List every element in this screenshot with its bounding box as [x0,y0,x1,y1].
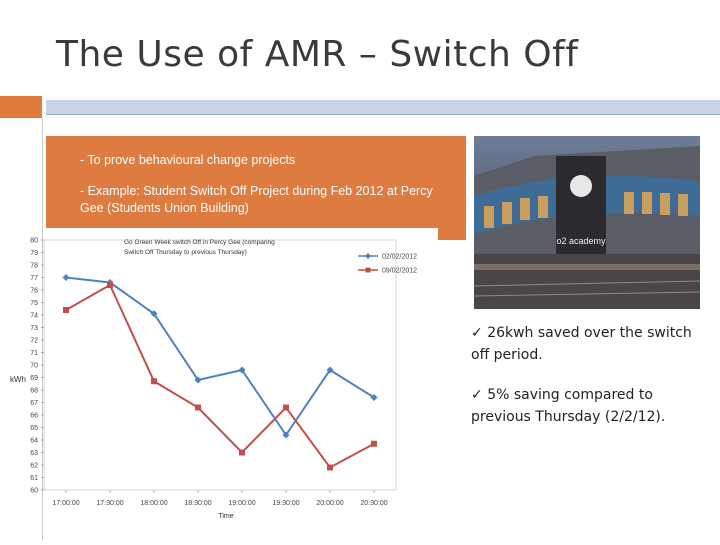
legend-marker [365,253,371,259]
y-tick-label: 79 [30,250,38,257]
plot-area [43,239,397,491]
data-point [282,431,290,439]
orange-accent-block [0,96,42,118]
data-point [107,282,113,288]
y-tick-label: 65 [30,425,38,432]
result-item: ✓ 5% saving compared to previous Thursda… [471,384,711,428]
x-axis-label: Time [218,513,233,520]
accent-underline [46,114,720,115]
x-tick-label: 20:30:00 [360,500,387,507]
data-point [195,404,201,411]
x-tick-label: 18:00:00 [140,500,167,507]
data-point [239,449,245,456]
summary-line-2: - Example: Student Switch Off Project du… [80,184,433,215]
results-list: ✓ 26kwh saved over the switch off period… [471,322,711,446]
y-tick-label: 62 [30,463,38,470]
chart-title-line-1: Go Green Week switch Off in Percy Gee (c… [124,239,275,246]
summary-box: - To prove behavioural change projects -… [46,136,466,240]
x-tick-label: 17:30:00 [96,500,123,507]
y-tick-label: 60 [30,488,38,495]
y-tick-label: 68 [30,388,38,395]
chart-top-area [44,228,438,240]
result-item: ✓ 26kwh saved over the switch off period… [471,322,711,366]
legend-label: 02/02/2012 [382,254,417,261]
data-point [370,394,378,401]
y-tick-label: 78 [30,263,38,270]
x-tick-label: 20:00:00 [316,500,343,507]
data-point [62,274,70,281]
y-tick-label: 71 [30,350,38,357]
x-tick-label: 19:00:00 [228,500,255,507]
y-tick-label: 75 [30,300,38,307]
check-icon: ✓ [471,325,483,341]
y-tick-label: 76 [30,288,38,295]
slide-title: The Use of AMR – Switch Off [56,34,579,75]
x-tick-label: 19:30:00 [272,500,299,507]
photo-sign-text: o2 academy [556,236,606,246]
left-vertical-rule [42,118,43,540]
y-tick-label: 61 [30,475,38,482]
title-decoration-bar [0,96,720,118]
data-point [371,440,377,447]
legend-label: 09/02/2012 [382,268,417,275]
result-text: 5% saving compared to previous Thursday … [471,387,666,425]
x-tick-label: 18:30:00 [184,500,211,507]
y-tick-label: 67 [30,400,38,407]
y-tick-label: 66 [30,413,38,420]
data-point [63,307,69,313]
data-point [283,404,289,411]
data-point [151,378,157,385]
y-tick-label: 74 [30,313,38,320]
y-tick-label: 72 [30,338,38,345]
building-photo: o2 academy [474,136,700,309]
y-axis-label: kWh [10,375,26,384]
chart-title-line-2: Switch Off Thursday to previous Thursday… [124,249,247,256]
y-tick-label: 73 [30,325,38,332]
summary-line-1: - To prove behavioural change projects [80,153,296,167]
result-text: 26kwh saved over the switch off period. [471,325,692,363]
energy-chart: 60 61 62 63 64 65 66 67 68 69 70 71 72 73 74 75 76 77 78 79… [0,228,470,540]
y-tick-label: 64 [30,438,38,445]
line-chart-svg: 60 61 62 63 64 65 66 67 68 69 70 71 72 73 74 75 76 77 78 79… [10,228,438,520]
y-tick-label: 63 [30,450,38,457]
check-icon: ✓ [471,387,483,403]
y-tick-label: 77 [30,275,38,282]
x-tick-label: 17:00:00 [52,500,79,507]
data-point [194,376,202,384]
legend-marker [365,267,371,273]
data-point [326,366,334,374]
data-point [327,464,333,471]
y-tick-label: 69 [30,375,38,382]
series-line-2 [65,283,375,469]
data-point [150,310,158,318]
building-illustration: o2 academy [474,136,700,309]
y-tick-label: 70 [30,363,38,370]
series-line-1 [65,276,375,437]
data-point [238,366,246,374]
blue-accent-bar [46,100,720,114]
y-tick-label: 80 [30,238,38,245]
